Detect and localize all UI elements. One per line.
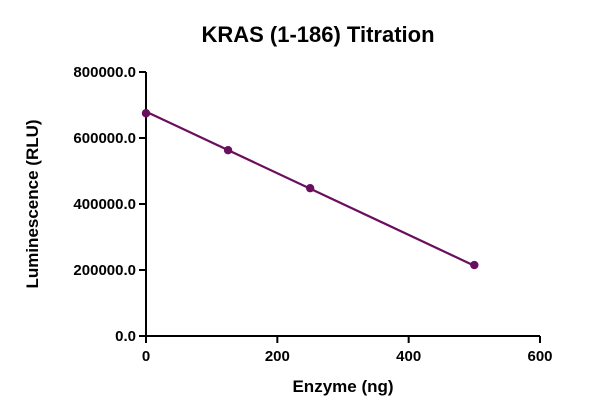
x-tick-label: 400 (396, 348, 421, 365)
y-axis-label: Luminescence (RLU) (23, 119, 42, 288)
data-point (470, 260, 479, 270)
y-tick-label: 600000.0 (73, 130, 136, 147)
x-tick-label: 600 (527, 348, 552, 365)
y-tick-label: 800000.0 (73, 64, 136, 81)
data-point (305, 183, 315, 193)
data-point (141, 109, 151, 118)
axes: 0 200 400 600 0.0 200000.0 400000.0 600000.0 800… (73, 64, 552, 365)
x-axis-label: Enzyme (ng) (292, 377, 393, 396)
plot-area (141, 109, 479, 270)
data-point (223, 146, 233, 155)
y-tick-label: 400000.0 (73, 196, 136, 213)
y-tick-label: 200000.0 (73, 262, 136, 279)
chart-title: KRAS (1-186) Titration (201, 22, 434, 47)
y-tick-label: 0.0 (115, 328, 136, 345)
x-tick-label: 0 (142, 348, 150, 365)
x-tick-label: 200 (265, 348, 290, 365)
